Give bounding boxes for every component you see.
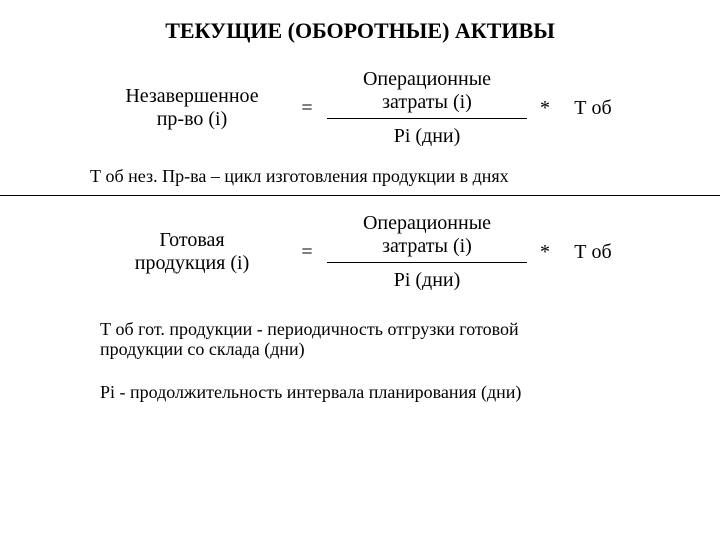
note-pi-definition: Pi - продолжительность интервала планиро… bbox=[100, 382, 690, 403]
formula-wip: Незавершенное пр-во (i) = Операционные з… bbox=[30, 68, 690, 148]
note-wip-term: Т об нез. Пр-ва bbox=[90, 166, 206, 186]
equals-sign: = bbox=[287, 97, 327, 120]
formula-wip-num-line1: Операционные bbox=[363, 68, 491, 90]
formula-wip-denominator: Pi (дни) bbox=[388, 119, 467, 148]
note-wip-cycle: Т об нез. Пр-ва – цикл изготовления прод… bbox=[90, 166, 690, 187]
divider bbox=[0, 195, 720, 196]
formula-wip-num-line2: затраты (i) bbox=[382, 91, 472, 113]
formula-wip-fraction: Операционные затраты (i) Pi (дни) bbox=[327, 68, 527, 148]
formula-wip-lhs-line1: Незавершенное bbox=[125, 85, 258, 107]
note-fg-period: Т об гот. продукции - периодичность отгр… bbox=[100, 320, 660, 360]
formula-wip-lhs: Незавершенное пр-во (i) bbox=[97, 85, 287, 131]
page-title: ТЕКУЩИЕ (ОБОРОТНЫЕ) АКТИВЫ bbox=[30, 18, 690, 44]
note-wip-sep: – bbox=[206, 166, 224, 186]
multiply-sign: * bbox=[527, 97, 563, 120]
formula-fg-denominator: Pi (дни) bbox=[388, 263, 467, 292]
formula-fg-lhs-line2: продукция (i) bbox=[135, 252, 250, 274]
multiply-sign: * bbox=[527, 241, 563, 264]
formula-wip-numerator: Операционные затраты (i) bbox=[357, 68, 497, 118]
formula-fg-fraction: Операционные затраты (i) Pi (дни) bbox=[327, 212, 527, 292]
slide: ТЕКУЩИЕ (ОБОРОТНЫЕ) АКТИВЫ Незавершенное… bbox=[0, 0, 720, 540]
formula-finished-goods: Готовая продукция (i) = Операционные зат… bbox=[30, 212, 690, 292]
formula-fg-lhs: Готовая продукция (i) bbox=[97, 229, 287, 275]
note-wip-def: цикл изготовления продукции в днях bbox=[224, 166, 508, 186]
formula-wip-tob: Т об bbox=[563, 97, 623, 120]
formula-fg-tob: Т об bbox=[563, 241, 623, 264]
formula-fg-num-line1: Операционные bbox=[363, 212, 491, 234]
formula-fg-num-line2: затраты (i) bbox=[382, 235, 472, 257]
formula-wip-lhs-line2: пр-во (i) bbox=[157, 108, 228, 130]
formula-fg-numerator: Операционные затраты (i) bbox=[357, 212, 497, 262]
formula-fg-lhs-line1: Готовая bbox=[159, 229, 224, 251]
note-fg-line1: Т об гот. продукции - периодичность отгр… bbox=[100, 319, 519, 339]
equals-sign: = bbox=[287, 241, 327, 264]
note-fg-line2: продукции со склада (дни) bbox=[100, 339, 305, 359]
